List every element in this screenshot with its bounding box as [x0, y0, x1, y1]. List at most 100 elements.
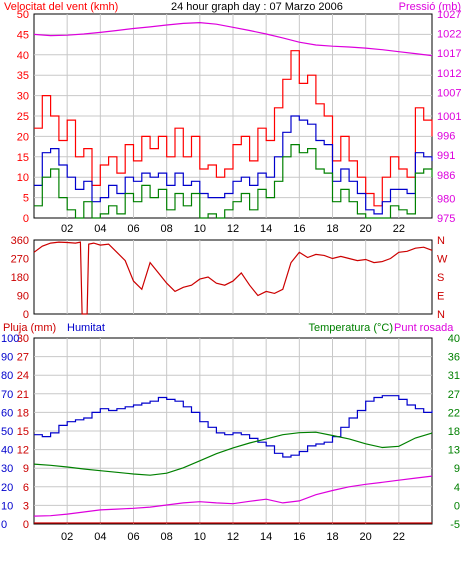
rain-tick-label: 3 — [23, 500, 29, 512]
direction-series-line — [33, 241, 433, 315]
pressure-right-tick-label: 1027 — [437, 9, 461, 21]
wind-pressure-panel: Velocitat del vent (kmh) 24 hour graph d… — [4, 1, 461, 235]
wind-left-tick-label: 25 — [17, 111, 29, 123]
rain-tick-label: 9 — [23, 463, 29, 475]
temperature-tick-label: 4 — [454, 482, 460, 494]
wind-left-tick-label: 30 — [17, 91, 29, 103]
wind-x-tick-label: 08 — [161, 223, 173, 235]
humidity-tick-label: 50 — [1, 426, 13, 438]
temperature-tick-label: 36 — [448, 352, 460, 364]
rain-tick-label: 18 — [17, 407, 29, 419]
wind_low-series-line — [34, 144, 433, 219]
wind_avg-series-line — [34, 115, 433, 215]
humidity-temperature-panel: Pluja (mm) Humitat Temperatura (°C) Punt… — [1, 322, 460, 543]
humidity-x-tick-label: 22 — [393, 531, 405, 543]
temperature-tick-label: 18 — [448, 426, 460, 438]
wind-series-lines — [33, 21, 433, 219]
dew-point-axis-label: Punt rosada — [394, 322, 454, 334]
humidity-x-tick-labels: 02 04 06 08 10 12 14 16 18 20 22 — [61, 531, 405, 543]
wind-left-tick-label: 5 — [23, 193, 29, 205]
humidity-tick-label: 10 — [1, 500, 13, 512]
pressure-right-tick-label: 1017 — [437, 48, 461, 60]
temperature-tick-label: 31 — [448, 370, 460, 382]
humidity-tick-label: 60 — [1, 407, 13, 419]
rain-tick-label: 30 — [17, 333, 29, 345]
humidity-tick-labels: 0 10 20 30 40 50 60 70 80 90 100 — [1, 333, 19, 531]
temperature-tick-label: 22 — [448, 407, 460, 419]
temperature-tick-label: 9 — [454, 463, 460, 475]
pressure-series-line — [33, 21, 433, 57]
direction-degree-tick-labels: 0 90 180 270 360 — [11, 235, 29, 321]
humidity-x-tick-label: 20 — [360, 531, 372, 543]
direction-degree-tick-label: 180 — [11, 272, 29, 284]
humidity-series-line — [34, 395, 433, 458]
wind-left-tick-label: 10 — [17, 172, 29, 184]
wind-x-tick-label: 12 — [227, 223, 239, 235]
wind-graph-title: 24 hour graph day : 07 Marzo 2006 — [171, 1, 343, 13]
humidity-tick-label: 70 — [1, 389, 13, 401]
direction-grid — [66, 240, 400, 314]
temperature-series-line — [33, 431, 433, 476]
rain-tick-label: 21 — [17, 389, 29, 401]
humidity-x-tick-label: 14 — [260, 531, 272, 543]
pressure-right-tick-label: 996 — [437, 131, 455, 143]
pressure-right-tick-label: 975 — [437, 213, 455, 225]
pressure-right-tick-label: 1007 — [437, 87, 461, 99]
temperature-axis-label: Temperatura (°C) — [309, 322, 393, 334]
rain-tick-label: 6 — [23, 482, 29, 494]
humidity-x-tick-label: 06 — [127, 531, 139, 543]
wind-left-axis-label: Velocitat del vent (kmh) — [4, 1, 118, 13]
pressure-right-tick-label: 1022 — [437, 29, 461, 41]
pressure-right-tick-label: 1001 — [437, 111, 461, 123]
wind-x-tick-label: 04 — [94, 223, 106, 235]
direction-degree-tick-label: 90 — [17, 291, 29, 303]
direction-compass-label: W — [437, 254, 448, 266]
direction-compass-label: E — [437, 291, 444, 303]
direction-compass-label: N — [437, 309, 445, 321]
direction-series-line — [33, 241, 433, 315]
pressure-right-tick-label: 986 — [437, 170, 455, 182]
rain-tick-label: 0 — [23, 519, 29, 531]
rain-tick-label: 15 — [17, 426, 29, 438]
wind-x-tick-label: 06 — [127, 223, 139, 235]
humidity-tick-label: 80 — [1, 370, 13, 382]
wind-left-tick-label: 20 — [17, 131, 29, 143]
pressure-right-tick-label: 991 — [437, 150, 455, 162]
wind-left-tick-label: 15 — [17, 152, 29, 164]
rain-tick-labels: 0 3 6 9 12 15 18 21 24 27 30 — [17, 333, 29, 531]
direction-degree-tick-label: 0 — [23, 309, 29, 321]
pressure-right-tick-label: 980 — [437, 193, 455, 205]
wind-x-tick-labels: 02 04 06 08 10 12 14 16 18 20 22 — [61, 223, 405, 235]
temperature-tick-label: -5 — [450, 519, 460, 531]
humidity-x-tick-label: 12 — [227, 531, 239, 543]
humidity-x-tick-label: 18 — [326, 531, 338, 543]
humidity-tick-label: 0 — [1, 519, 7, 531]
wind-left-tick-label: 40 — [17, 50, 29, 62]
wind-x-tick-label: 20 — [360, 223, 372, 235]
humidity-x-tick-label: 04 — [94, 531, 106, 543]
wind-x-tick-label: 02 — [61, 223, 73, 235]
humidity-x-tick-label: 02 — [61, 531, 73, 543]
wind-x-tick-label: 10 — [194, 223, 206, 235]
humidity-tick-label: 20 — [1, 482, 13, 494]
temperature-tick-labels: -5 0 4 9 13 18 22 27 31 36 40 — [448, 333, 460, 531]
temperature-tick-label: 13 — [448, 445, 460, 457]
rain-tick-label: 12 — [17, 445, 29, 457]
humidity-tick-label: 40 — [1, 445, 13, 457]
humidity-tick-label: 90 — [1, 352, 13, 364]
wind-left-tick-label: 45 — [17, 29, 29, 41]
wind-x-tick-label: 22 — [393, 223, 405, 235]
rain-tick-label: 27 — [17, 352, 29, 364]
temperature-tick-label: 40 — [448, 333, 460, 345]
pressure-right-tick-label: 1012 — [437, 68, 461, 80]
wind-x-tick-label: 14 — [260, 223, 272, 235]
wind-left-tick-label: 50 — [17, 9, 29, 21]
humidity-temperature-series-lines — [33, 395, 433, 524]
wind-left-tick-label: 0 — [23, 213, 29, 225]
direction-compass-label: N — [437, 235, 445, 247]
rain-axis-label: Pluja (mm) — [3, 322, 56, 334]
direction-degree-tick-label: 270 — [11, 254, 29, 266]
